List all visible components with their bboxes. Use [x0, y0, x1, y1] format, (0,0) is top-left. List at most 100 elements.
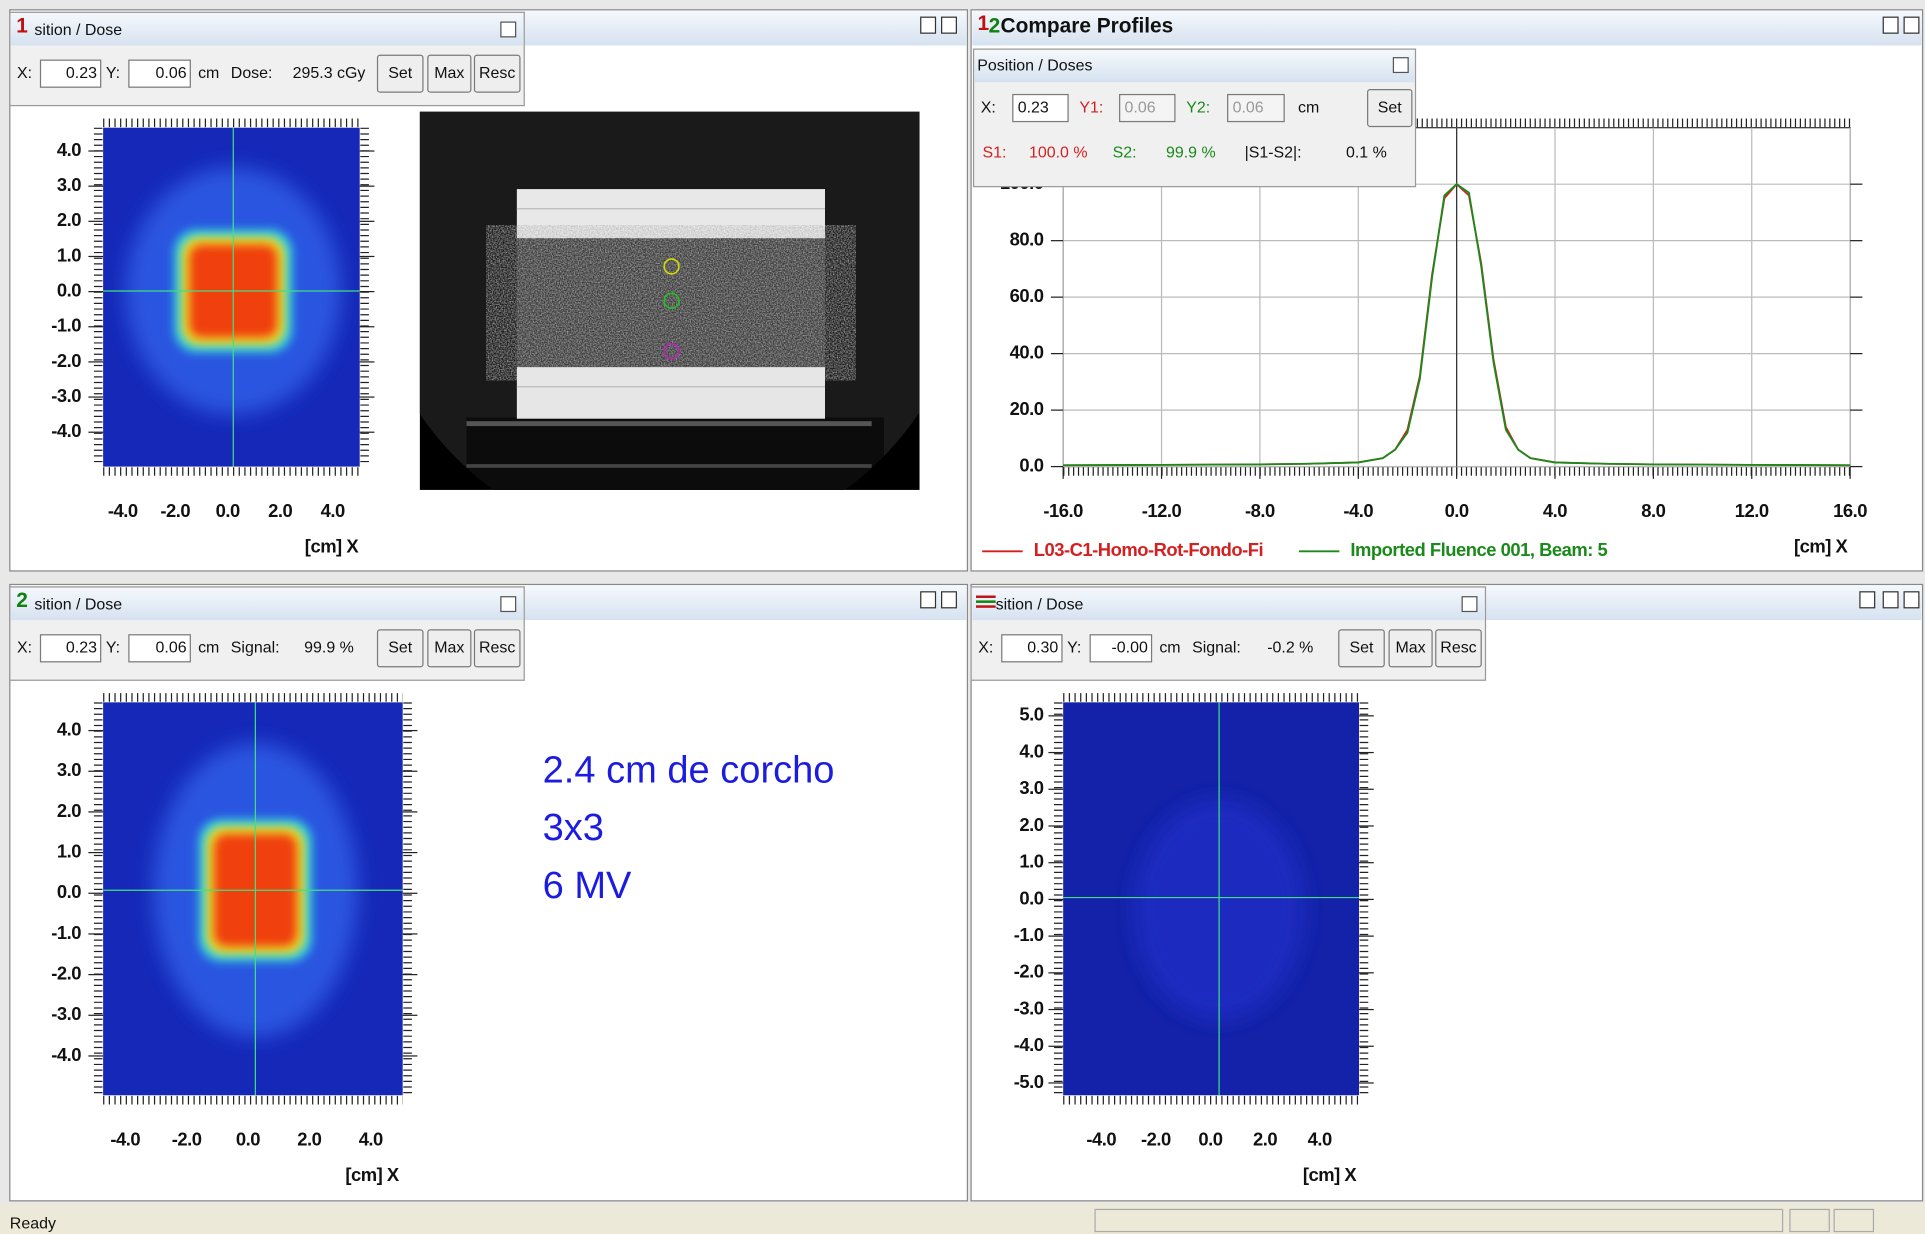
y-tick-label: 20.0: [1010, 398, 1044, 419]
button-label[interactable]: Set: [388, 65, 413, 82]
y-tick-label: -1.0: [51, 315, 81, 336]
toolbar-title-text: sition / Dose: [996, 597, 1084, 614]
axis-label: [cm] X: [305, 535, 360, 556]
y-tick-label: -3.0: [51, 385, 81, 406]
y-tick-label: 5.0: [1019, 704, 1043, 725]
button-label[interactable]: Set: [1378, 99, 1403, 116]
label: S1:: [982, 145, 1006, 162]
toolbar-title-text: sition / Dose: [34, 597, 122, 614]
y-tick-label: 2.0: [57, 209, 81, 230]
button-label[interactable]: Resc: [479, 640, 515, 657]
y-tick-label: 1.0: [57, 244, 81, 265]
x-tick-label: 0.0: [1445, 500, 1469, 521]
input-value: -0.00: [1112, 640, 1148, 657]
x-tick-label: 4.0: [1543, 500, 1567, 521]
y-tick-label: 60.0: [1010, 285, 1044, 306]
label: Dose:: [231, 65, 273, 82]
close-button[interactable]: [1462, 597, 1477, 612]
box-title: Position / Doses: [977, 58, 1092, 75]
status-text: Ready: [10, 1215, 56, 1232]
button-label[interactable]: Set: [1350, 640, 1375, 657]
button-label[interactable]: Max: [434, 65, 464, 82]
x-tick-label: -4.0: [110, 1129, 140, 1150]
ct-image: [420, 112, 920, 490]
y-tick-label: 2.0: [1019, 814, 1043, 835]
x-tick-label: -2.0: [172, 1129, 202, 1150]
button-label[interactable]: Max: [434, 640, 464, 657]
input-value: 0.06: [156, 640, 187, 657]
x-tick-label: 4.0: [1308, 1129, 1332, 1150]
x-tick-label: -12.0: [1142, 500, 1182, 521]
x-tick-label: -4.0: [1086, 1129, 1116, 1150]
button-label[interactable]: Max: [1396, 640, 1426, 657]
y-tick-label: 0.0: [1019, 887, 1043, 908]
x-tick-label: 2.0: [1253, 1129, 1277, 1150]
panel-number: 2: [16, 589, 28, 612]
x-tick-label: 0.0: [1198, 1129, 1222, 1150]
axis-label: [cm] X: [1794, 535, 1849, 556]
y-tick-label: 3.0: [57, 759, 81, 780]
y-tick-label: 2.0: [57, 800, 81, 821]
axis-label: [cm] X: [1303, 1164, 1358, 1185]
label: X:: [17, 65, 32, 82]
y-tick-label: 3.0: [1019, 777, 1043, 798]
label: cm: [1298, 99, 1319, 116]
label: Signal:: [231, 640, 280, 657]
y-tick-label: 0.0: [1019, 454, 1043, 475]
y-tick-label: 4.0: [57, 718, 81, 739]
label: X:: [978, 640, 993, 657]
x-tick-label: 2.0: [268, 500, 292, 521]
readout-value: 99.9 %: [304, 640, 354, 657]
close-button[interactable]: [1393, 58, 1408, 73]
y-tick-label: 0.0: [57, 881, 81, 902]
y-tick-label: 40.0: [1010, 341, 1044, 362]
button-label[interactable]: Resc: [479, 65, 515, 82]
y-tick-label: 4.0: [57, 139, 81, 160]
label: Y:: [106, 65, 120, 82]
y-tick-label: -5.0: [1014, 1071, 1044, 1092]
readout-value: 0.1 %: [1346, 145, 1387, 162]
input-value: 0.30: [1027, 640, 1058, 657]
x-tick-label: -8.0: [1245, 500, 1275, 521]
button-label[interactable]: Resc: [1440, 640, 1476, 657]
label: X:: [981, 99, 996, 116]
y-tick-label: -4.0: [1014, 1034, 1044, 1055]
readout-value: 100.0 %: [1029, 145, 1088, 162]
y-tick-label: -1.0: [1014, 924, 1044, 945]
legend-label: L03-C1-Homo-Rot-Fondo-Fi: [1034, 539, 1263, 560]
x-tick-label: 16.0: [1833, 500, 1867, 521]
button-label[interactable]: Set: [388, 640, 413, 657]
x-tick-label: -2.0: [160, 500, 190, 521]
label: Y:: [1067, 640, 1081, 657]
readout-value: -0.2 %: [1267, 640, 1313, 657]
close-button[interactable]: [501, 22, 516, 37]
label: Y:: [106, 640, 120, 657]
y-tick-label: 4.0: [1019, 740, 1043, 761]
label: |S1-S2|:: [1245, 145, 1302, 162]
label: cm: [1159, 640, 1180, 657]
x-tick-label: 8.0: [1641, 500, 1665, 521]
label: Signal:: [1192, 640, 1241, 657]
input-value: 0.23: [66, 640, 97, 657]
panel-icon: [976, 600, 996, 602]
label: cm: [198, 640, 219, 657]
label: Y1:: [1079, 99, 1103, 116]
x-tick-label: 4.0: [321, 500, 345, 521]
x-tick-label: -16.0: [1043, 500, 1083, 521]
y-tick-label: -4.0: [51, 420, 81, 441]
x-tick-label: 0.0: [216, 500, 240, 521]
y-tick-label: 1.0: [57, 840, 81, 861]
x-tick-label: -4.0: [108, 500, 138, 521]
readout-value: 295.3 cGy: [293, 65, 366, 82]
close-button[interactable]: [501, 597, 516, 612]
y-tick-label: -2.0: [51, 350, 81, 371]
y-tick-label: 0.0: [57, 279, 81, 300]
annotation: 6 MV: [543, 865, 632, 907]
panel-icon: 2: [989, 15, 1001, 38]
input-value: 0.06: [156, 65, 187, 82]
annotation: 3x3: [543, 807, 604, 849]
label: X:: [17, 640, 32, 657]
y-tick-label: -1.0: [51, 922, 81, 943]
label: cm: [198, 65, 219, 82]
x-tick-label: -4.0: [1343, 500, 1373, 521]
